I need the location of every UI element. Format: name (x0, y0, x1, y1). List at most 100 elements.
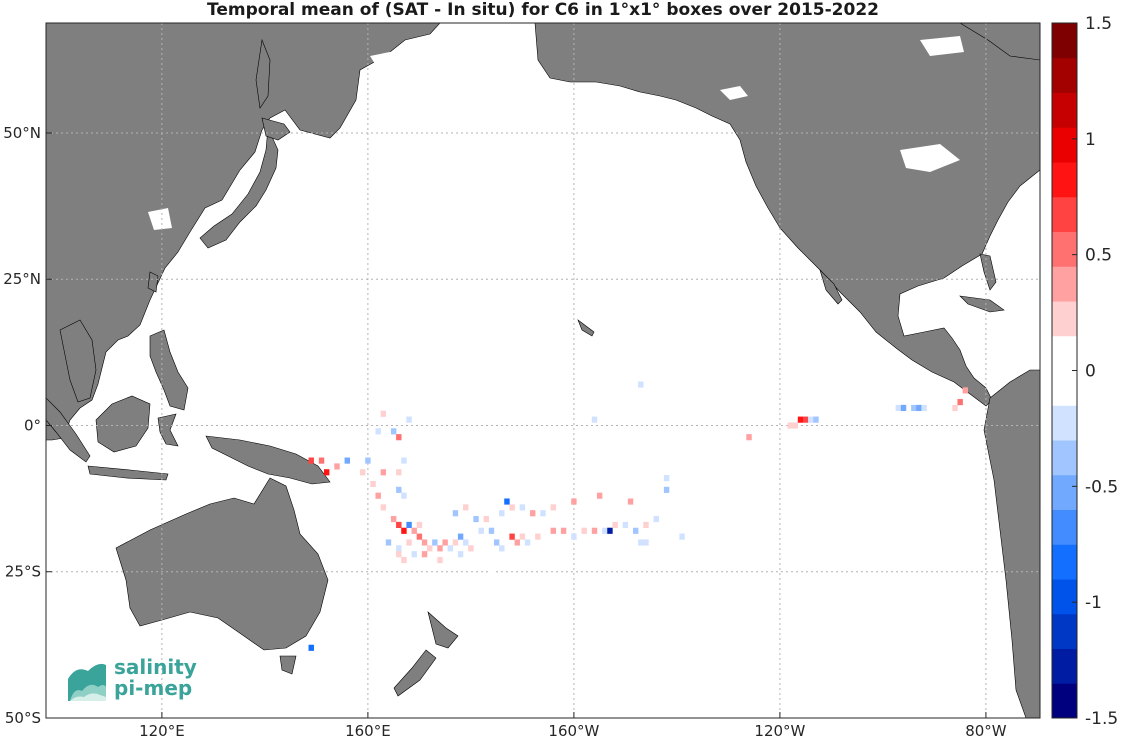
land-south-america (983, 369, 1040, 718)
lon-tick-label: 120°W (754, 722, 805, 740)
colorbar-segment (1052, 127, 1077, 163)
data-cell (797, 416, 804, 423)
lat-tick-label: 50°N (3, 124, 41, 142)
data-cell (488, 568, 495, 575)
salinity-pimep-logo: salinity pi-mep (62, 657, 202, 707)
colorbar (1051, 22, 1078, 719)
lat-tick-label: 50°S (5, 709, 41, 727)
data-cell (535, 533, 541, 540)
lat-tick-label: 0° (24, 416, 41, 434)
land-cuba (959, 295, 1005, 313)
data-cell (571, 533, 577, 540)
data-cell (437, 556, 443, 564)
data-cell (663, 475, 670, 482)
colorbar-segment (1052, 301, 1077, 337)
data-cell (952, 404, 958, 412)
data-cell (931, 399, 938, 406)
data-cell (916, 404, 922, 412)
data-cell (473, 516, 479, 523)
land-nz-south (393, 649, 437, 697)
data-cell (627, 393, 634, 400)
colorbar-label: -1 (1085, 593, 1102, 613)
data-cell (957, 399, 963, 406)
colorbar-label: 1 (1085, 130, 1096, 150)
data-cell (406, 521, 412, 529)
data-cell (385, 510, 392, 517)
data-cell (540, 510, 546, 517)
land-florida (979, 253, 997, 291)
colorbar-segment (1052, 579, 1077, 615)
data-cell (318, 457, 325, 464)
land-layer (46, 23, 1040, 718)
logo-text: salinity pi-mep (114, 655, 197, 700)
colorbar-label: -1.5 (1085, 709, 1118, 729)
colorbar-segment (1052, 683, 1077, 719)
data-cell (380, 504, 387, 511)
axis-ticks (46, 132, 987, 719)
land-arctic-islands (959, 23, 1040, 61)
data-cell (463, 539, 469, 546)
land-hawaii (577, 319, 595, 337)
data-cell (323, 469, 330, 476)
data-cell (529, 510, 536, 517)
data-cell (962, 387, 969, 394)
data-cell (746, 434, 752, 441)
wave-logo-icon (68, 663, 106, 701)
land-hokkaido (261, 117, 291, 141)
data-cell (643, 539, 649, 546)
land-north-america (534, 23, 1040, 407)
data-cell (591, 527, 598, 534)
data-cell (406, 539, 412, 546)
data-cell (663, 486, 670, 493)
data-cell (627, 498, 634, 505)
data-cell (633, 527, 639, 534)
data-cell (653, 516, 660, 523)
data-cell (499, 545, 505, 552)
data-cell (514, 539, 520, 546)
data-cell (900, 404, 907, 412)
lon-tick-label: 120°E (139, 722, 185, 740)
data-cells (308, 381, 969, 651)
data-cell (334, 463, 340, 470)
data-cell (385, 539, 392, 546)
data-cell (591, 416, 598, 423)
data-cell (488, 527, 495, 534)
lat-tick-label: 25°S (5, 563, 41, 581)
data-cell (375, 451, 381, 458)
colorbar-segment (1052, 23, 1077, 59)
data-cell (550, 527, 557, 534)
data-cell (792, 422, 799, 429)
lon-tick-label: 160°E (345, 722, 391, 740)
data-cell (396, 486, 402, 493)
land-nz-north (427, 611, 459, 649)
land-japan-honshu (199, 126, 279, 249)
colorbar-segment (1052, 162, 1077, 198)
data-cell (808, 416, 814, 423)
data-cell (463, 504, 469, 511)
data-cell (787, 422, 793, 429)
data-cell (396, 416, 402, 423)
data-cell (643, 521, 649, 529)
data-cell (406, 416, 412, 423)
data-cell (911, 404, 917, 412)
data-cell (401, 556, 407, 564)
data-cell (524, 539, 531, 546)
data-cell (457, 551, 464, 558)
data-cell (370, 480, 376, 488)
data-cell (602, 527, 608, 534)
colorbar-label: 0.5 (1085, 246, 1112, 266)
colorbar-segment (1052, 196, 1077, 232)
lat-tick-label: 25°N (3, 270, 41, 288)
data-cell (401, 527, 407, 534)
colorbar-segment (1052, 613, 1077, 649)
data-cell (390, 516, 397, 523)
data-cell (519, 533, 526, 540)
data-cell (442, 539, 448, 546)
colorbar-label: 0 (1085, 362, 1096, 382)
data-cell (895, 404, 902, 412)
colorbar-segment (1052, 474, 1077, 510)
data-cell (802, 416, 809, 423)
data-cell (421, 539, 428, 546)
data-cell (308, 457, 314, 464)
data-cell (550, 504, 557, 511)
